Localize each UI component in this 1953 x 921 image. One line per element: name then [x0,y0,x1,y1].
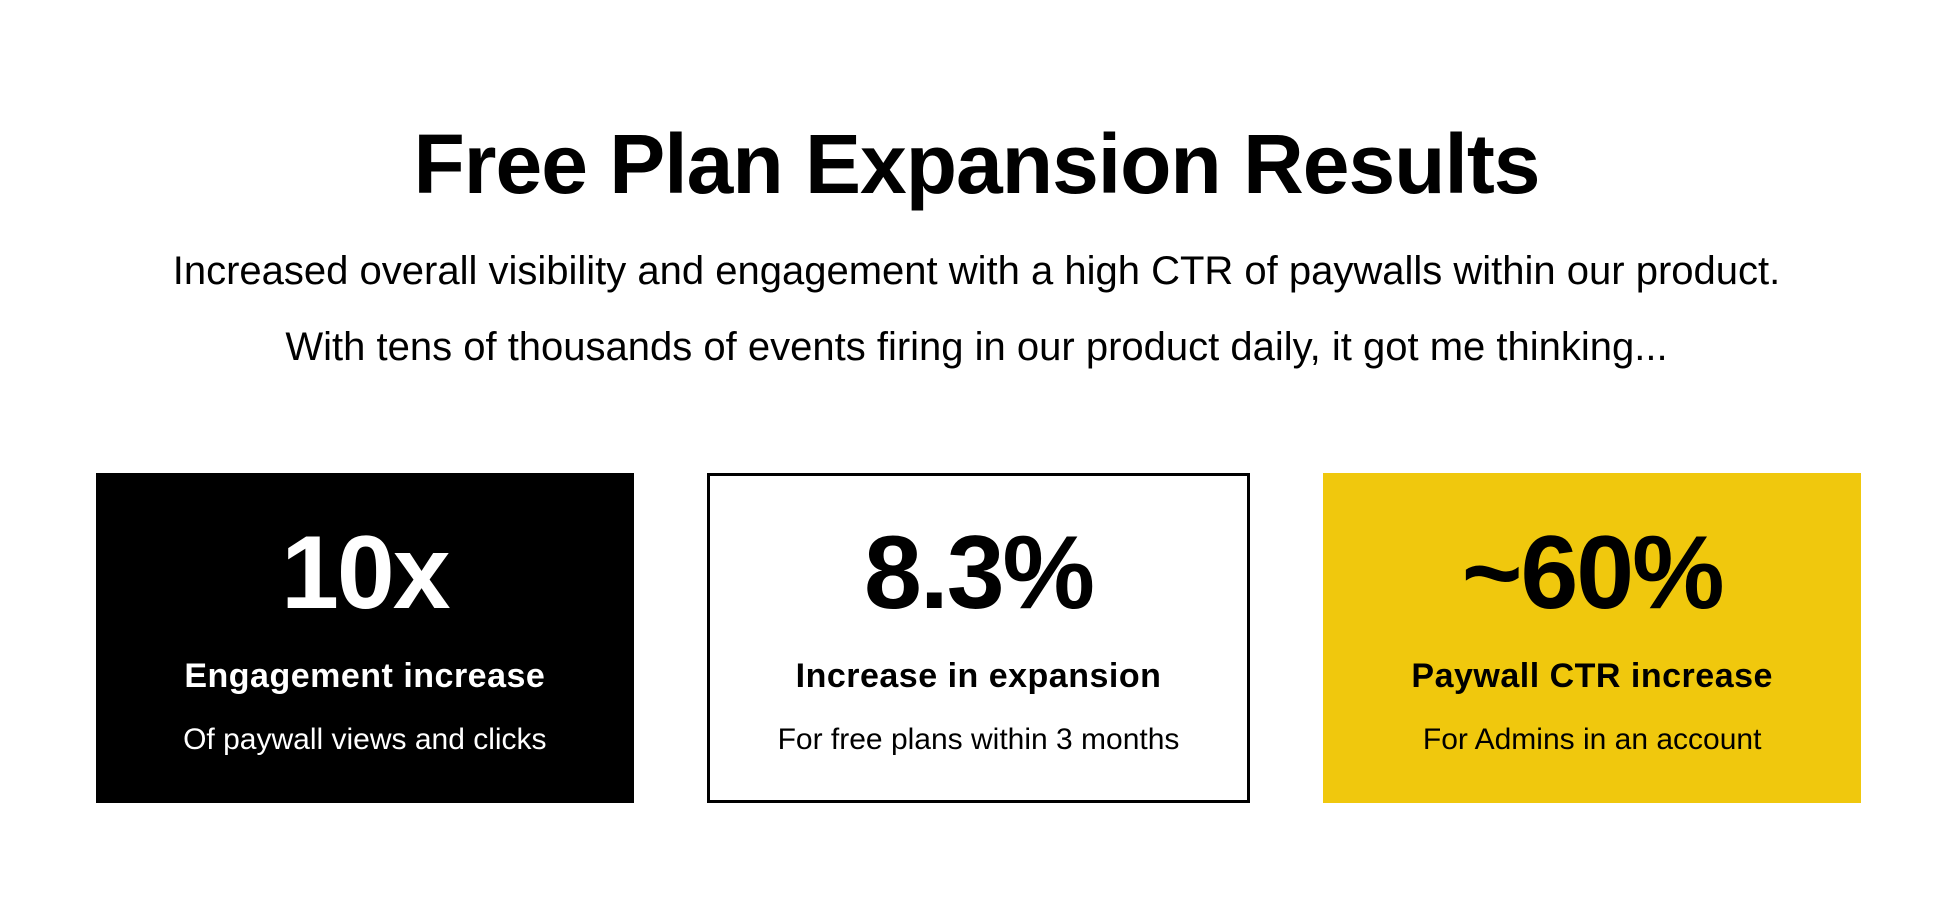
stat-card-paywall-ctr-increase: ~60% Paywall CTR increase For Admins in … [1323,473,1862,803]
stat-value: ~60% [1461,515,1725,631]
stats-row: 10x Engagement increase Of paywall views… [96,473,1862,803]
stat-sublabel: For free plans within 3 months [777,723,1180,756]
stat-value: 10x [281,515,451,631]
stat-value: 8.3% [863,515,1095,631]
stat-label: Increase in expansion [795,657,1162,695]
stat-sublabel: For Admins in an account [1422,723,1762,756]
stat-card-expansion-increase: 8.3% Increase in expansion For free plan… [706,473,1251,803]
slide-subtitle: Increased overall visibility and engagem… [0,233,1953,385]
subtitle-line-1: Increased overall visibility and engagem… [172,249,1781,293]
stat-label: Paywall CTR increase [1411,657,1773,695]
page-title: Free Plan Expansion Results [413,117,1540,212]
stat-card-engagement-increase: 10x Engagement increase Of paywall views… [96,473,634,803]
stat-sublabel: Of paywall views and clicks [183,723,547,756]
subtitle-line-2: With tens of thousands of events firing … [285,325,1668,369]
stat-label: Engagement increase [184,657,546,695]
